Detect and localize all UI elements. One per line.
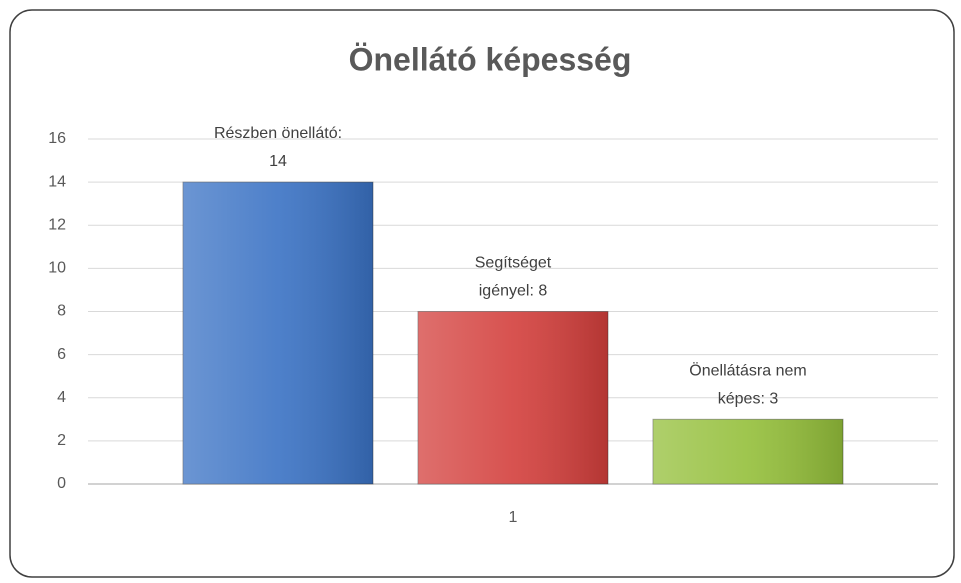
y-tick-label: 12 bbox=[48, 216, 66, 233]
data-label: Segítséget igényel: 8 bbox=[475, 255, 552, 300]
data-label: Részben önellátó: 14 bbox=[214, 125, 342, 170]
y-tick-label: 14 bbox=[48, 173, 66, 190]
chart-title: Önellátó képesség bbox=[349, 41, 632, 77]
bar-shine bbox=[653, 419, 843, 484]
y-tick-label: 4 bbox=[57, 389, 66, 406]
y-tick-label: 8 bbox=[57, 303, 66, 320]
y-tick-label: 10 bbox=[48, 260, 66, 277]
bar-shine bbox=[418, 311, 608, 484]
y-tick-label: 6 bbox=[57, 346, 66, 363]
y-tick-label: 2 bbox=[57, 432, 66, 449]
x-tick-label: 1 bbox=[509, 509, 518, 526]
bar-shine bbox=[183, 182, 373, 484]
y-tick-label: 16 bbox=[48, 130, 66, 147]
data-label: Önellátásra nem képes: 3 bbox=[689, 362, 806, 408]
y-tick-label: 0 bbox=[57, 475, 66, 492]
